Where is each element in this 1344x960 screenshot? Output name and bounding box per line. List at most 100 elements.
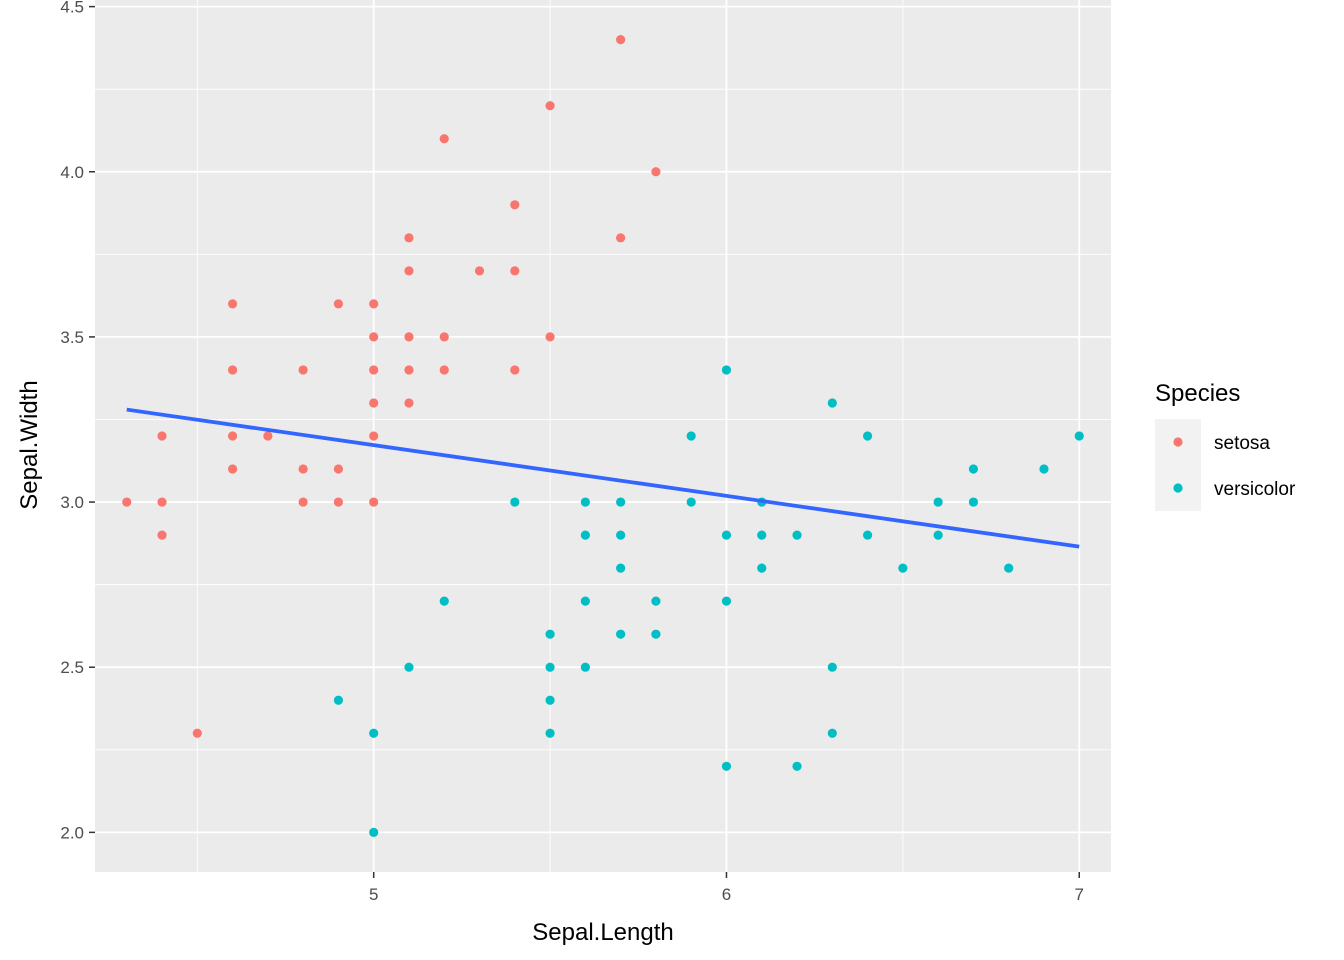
point-versicolor-25 [721,761,732,771]
point-setosa-20 [369,431,379,441]
point-versicolor-3 [404,662,414,672]
point-versicolor-27 [757,530,767,540]
point-versicolor-32 [827,662,837,672]
point-versicolor-29 [792,530,802,540]
point-versicolor-43 [1074,431,1084,441]
point-versicolor-12 [580,596,590,606]
legend-label-versicolor: versicolor [1214,479,1296,500]
point-versicolor-35 [862,530,873,540]
minor-gridlines [95,0,1111,872]
point-setosa-36 [616,35,626,45]
panel-background [95,0,1111,872]
point-versicolor-30 [792,761,802,771]
point-setosa-1 [157,431,167,441]
point-versicolor-21 [686,497,696,507]
legend-title: Species [1155,380,1240,407]
point-setosa-19 [369,398,379,408]
point-setosa-3 [157,530,167,540]
point-setosa-26 [404,398,414,408]
point-versicolor-0 [333,695,344,705]
point-setosa-31 [510,200,520,210]
point-setosa-15 [333,497,344,507]
point-setosa-29 [439,365,449,375]
point-versicolor-10 [580,497,590,507]
point-setosa-25 [404,365,414,375]
point-setosa-14 [333,464,344,474]
point-setosa-34 [545,101,555,111]
trend-line [126,407,1080,549]
x-axis-ticks: 5 6 7 [369,872,1084,904]
point-versicolor-19 [651,629,661,639]
point-setosa-6 [227,365,238,375]
x-tick-label-1: 6 [722,885,731,904]
point-versicolor-5 [510,497,520,507]
point-setosa-21 [369,497,379,507]
point-setosa-7 [227,431,238,441]
point-setosa-9 [263,431,273,441]
point-setosa-24 [404,332,414,342]
point-versicolor-39 [968,464,979,474]
point-setosa-30 [474,266,485,276]
point-versicolor-18 [651,596,661,606]
point-versicolor-42 [1039,464,1049,474]
point-setosa-37 [616,233,626,243]
point-versicolor-37 [933,497,943,507]
point-setosa-22 [404,233,414,243]
y-tick-label-4: 4.0 [60,163,84,182]
y-tick-label-2: 3.0 [60,493,84,512]
x-axis-title: Sepal.Length [532,919,673,946]
point-versicolor-41 [1004,563,1014,573]
point-setosa-35 [545,332,555,342]
point-versicolor-8 [545,695,555,705]
y-axis-ticks: 2.0 2.5 3.0 3.5 4.0 4.5 [60,0,95,842]
point-setosa-28 [439,332,449,342]
point-versicolor-11 [580,530,590,540]
x-tick-label-2: 7 [1075,885,1084,904]
point-versicolor-16 [616,563,626,573]
point-setosa-27 [439,134,449,144]
data-points [122,35,1084,837]
point-versicolor-36 [898,563,908,573]
point-versicolor-40 [968,497,979,507]
point-versicolor-7 [545,662,555,672]
y-tick-label-5: 4.5 [60,0,84,17]
point-versicolor-34 [862,431,873,441]
point-versicolor-38 [933,530,943,540]
point-versicolor-24 [721,596,732,606]
legend-dot-setosa [1173,437,1183,447]
y-tick-label-1: 2.5 [60,658,84,677]
point-setosa-5 [227,299,238,309]
point-setosa-17 [369,332,379,342]
point-setosa-10 [298,365,308,375]
point-versicolor-13 [580,662,590,672]
point-versicolor-6 [545,629,555,639]
point-setosa-33 [510,365,520,375]
point-versicolor-14 [616,497,626,507]
point-setosa-4 [192,728,202,738]
point-versicolor-17 [616,629,626,639]
point-setosa-32 [510,266,520,276]
legend-label-setosa: setosa [1214,433,1270,454]
point-versicolor-31 [827,398,837,408]
point-versicolor-2 [369,827,379,837]
y-axis-title: Sepal.Width [16,380,43,509]
point-setosa-8 [227,464,238,474]
y-tick-label-0: 2.0 [60,823,84,842]
y-tick-label-3: 3.5 [60,328,84,347]
point-versicolor-23 [721,530,732,540]
point-setosa-18 [369,365,379,375]
point-setosa-2 [157,497,167,507]
x-tick-label-0: 5 [369,885,378,904]
point-versicolor-28 [757,563,767,573]
legend: Species setosa versicolor [1155,380,1296,511]
point-setosa-23 [404,266,414,276]
point-versicolor-4 [439,596,449,606]
point-versicolor-22 [721,365,732,375]
point-setosa-16 [369,299,379,309]
point-versicolor-1 [369,728,379,738]
trend-line-layer [126,407,1080,549]
point-versicolor-9 [545,728,555,738]
point-setosa-11 [298,464,308,474]
point-setosa-38 [651,167,661,177]
